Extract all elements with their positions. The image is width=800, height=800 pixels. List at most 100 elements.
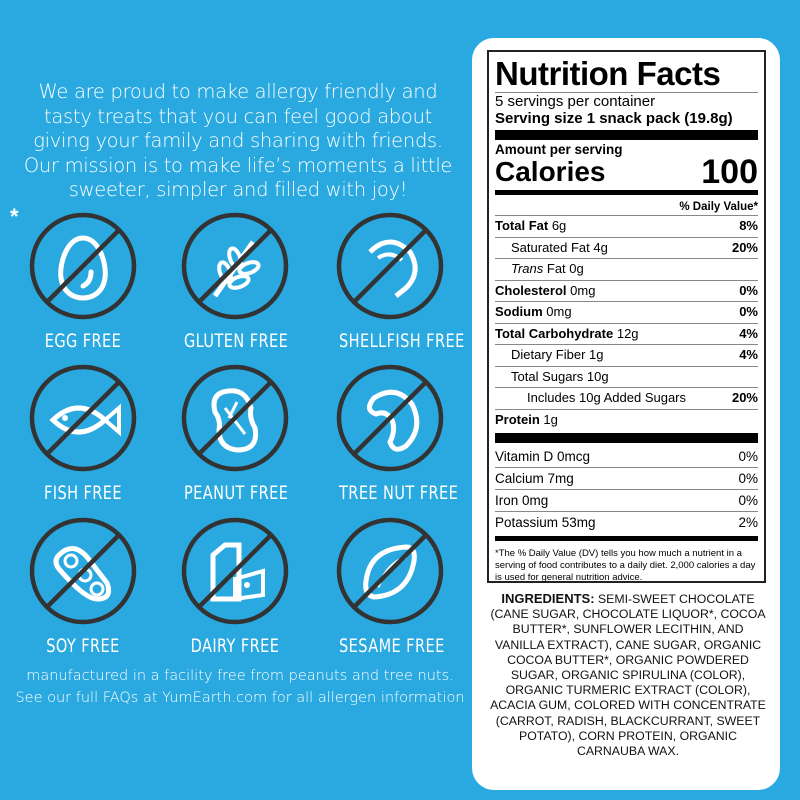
- asterisk: *: [10, 204, 19, 229]
- nutrient-name: Total Fat: [495, 218, 549, 233]
- nutrition-panel: Nutrition Facts 5 servings per container…: [472, 38, 780, 790]
- nutrient-row: Total Sugars 10g: [495, 367, 758, 388]
- nutrient-row: Total Carbohydrate 12g 4%: [495, 324, 758, 345]
- nutrient-row: Total Fat 6g 8%: [495, 216, 758, 238]
- nutrient-amount: 0mg: [546, 304, 572, 319]
- soybean-icon: [29, 517, 137, 625]
- vitamin-dv: 0%: [738, 493, 758, 508]
- ingredients: INGREDIENTS: SEMI-SWEET CHOCOLATE (CANE …: [488, 591, 768, 759]
- prohibited-slash-icon: [45, 533, 121, 609]
- prohibited-slash-icon: [45, 228, 121, 304]
- nutrient-dv: 20%: [731, 239, 758, 255]
- nutrient-amount: Fat 0g: [546, 261, 584, 276]
- allergen-gluten-free: GLUTEN FREE: [175, 206, 295, 356]
- nutrient-amount: 10g: [586, 368, 609, 384]
- nutrient-dv: 0%: [739, 304, 758, 319]
- cashew-icon: [336, 364, 444, 472]
- vitamin-name: Potassium 53mg: [495, 515, 596, 530]
- nutrient-name: Protein: [495, 411, 540, 427]
- wheat-icon: [181, 212, 289, 320]
- prohibited-slash-icon: [352, 533, 428, 609]
- prohibited-slash-icon: [352, 380, 428, 456]
- vitamin-row: Calcium 7mg 0%: [495, 468, 758, 490]
- vitamin-name: Vitamin D 0mcg: [495, 449, 591, 464]
- nutrient-amount: 12g: [616, 325, 639, 341]
- allergen-egg-free: EGG FREE: [23, 206, 143, 356]
- nutrient-row: Saturated Fat 4g 20%: [495, 238, 758, 259]
- nutrient-amount: 1g: [589, 347, 604, 362]
- nutrient-dv: 4%: [739, 347, 758, 362]
- fish-icon: [29, 364, 137, 472]
- vitamin-dv: 0%: [738, 471, 758, 486]
- calories-row: Calories 100: [495, 153, 758, 191]
- nutrient-name: Saturated Fat: [511, 239, 590, 255]
- nutrition-facts-label: Nutrition Facts 5 servings per container…: [487, 50, 766, 583]
- vitamin-dv: 0%: [738, 449, 758, 464]
- nutrient-name: Total Sugars: [511, 368, 584, 384]
- faq-note: See our full FAQs at YumEarth.com for al…: [15, 690, 465, 706]
- allergen-dairy-free: DAIRY FREE: [175, 511, 295, 661]
- allergen-label: DAIRY FREE: [190, 635, 280, 657]
- nutrient-amount: 1g: [543, 411, 558, 427]
- amount-per-serving: Amount per serving: [495, 142, 623, 157]
- daily-value-header: % Daily Value*: [495, 198, 758, 216]
- servings-per-container: 5 servings per container: [495, 93, 656, 110]
- vitamin-name: Iron 0mg: [495, 493, 549, 508]
- mission-statement: We are proud to make allergy friendly an…: [23, 80, 453, 201]
- milk-cheese-icon: [181, 517, 289, 625]
- nutrient-row: Sodium 0mg 0%: [495, 302, 758, 324]
- nutrient-row: Includes 10g Added Sugars 20%: [495, 388, 758, 410]
- egg-icon: [29, 212, 137, 320]
- peanut-icon: [181, 364, 289, 472]
- allergen-label: GLUTEN FREE: [184, 330, 289, 352]
- calories-value: 100: [701, 153, 758, 191]
- allergen-footer: manufactured in a facility free from pea…: [10, 665, 470, 709]
- nutrient-name: Trans: [511, 261, 544, 276]
- prohibited-slash-icon: [197, 533, 273, 609]
- allergen-label: SHELLFISH FREE: [339, 330, 465, 352]
- sesame-seed-icon: [336, 517, 444, 625]
- nutrient-row: Dietary Fiber 1g 4%: [495, 345, 758, 367]
- serving-size: Serving size 1 snack pack (19.8g): [495, 110, 733, 127]
- ingredients-label: INGREDIENTS:: [501, 591, 595, 606]
- allergen-shellfish-free: SHELLFISH FREE: [330, 206, 465, 356]
- shrimp-icon: [336, 212, 444, 320]
- allergen-label: SESAME FREE: [339, 635, 445, 657]
- nutrient-name: Total Carbohydrate: [495, 325, 614, 341]
- allergen-label: FISH FREE: [43, 482, 123, 504]
- allergen-label: EGG FREE: [44, 330, 122, 352]
- vitamin-dv: 2%: [738, 515, 758, 530]
- nutrient-row: Protein 1g: [495, 410, 758, 431]
- vitamin-row: Potassium 53mg 2%: [495, 512, 758, 533]
- nutrient-dv: 8%: [739, 218, 758, 233]
- allergen-peanut-free: PEANUT FREE: [175, 358, 295, 508]
- nutrient-dv: 4%: [739, 325, 758, 341]
- nutrient-name: Cholesterol: [495, 282, 567, 298]
- allergen-fish-free: FISH FREE: [23, 358, 143, 508]
- nutrient-dv: 20%: [731, 390, 758, 405]
- nutrition-title: Nutrition Facts: [495, 56, 758, 93]
- nutrient-name: Dietary Fiber: [511, 347, 586, 362]
- vitamin-row: Vitamin D 0mcg 0%: [495, 446, 758, 468]
- allergen-sesame-free: SESAME FREE: [330, 511, 450, 661]
- allergen-label: TREE NUT FREE: [339, 482, 459, 504]
- prohibited-slash-icon: [45, 380, 121, 456]
- prohibited-slash-icon: [197, 380, 273, 456]
- nutrient-name: Sodium: [495, 304, 543, 319]
- nutrient-dv: 0%: [739, 282, 758, 298]
- allergen-label: SOY FREE: [46, 635, 120, 657]
- nutrient-row: Trans Fat 0g: [495, 259, 758, 281]
- allergen-tree-nut-free: TREE NUT FREE: [330, 358, 459, 508]
- prohibited-slash-icon: [197, 228, 273, 304]
- daily-value-footnote: *The % Daily Value (DV) tells you how mu…: [495, 548, 756, 583]
- ingredients-text: SEMI-SWEET CHOCOLATE (CANE SUGAR, CHOCOL…: [490, 592, 766, 759]
- allergen-label: PEANUT FREE: [184, 482, 289, 504]
- vitamin-name: Calcium 7mg: [495, 471, 574, 486]
- allergen-soy-free: SOY FREE: [23, 511, 143, 661]
- vitamin-row: Iron 0mg 0%: [495, 490, 758, 512]
- nutrient-amount: 6g: [551, 218, 567, 233]
- calories-label: Calories: [495, 156, 606, 187]
- nutrient-amount: 0mg: [570, 282, 596, 298]
- prohibited-slash-icon: [352, 228, 428, 304]
- facility-note: manufactured in a facility free from pea…: [26, 668, 454, 684]
